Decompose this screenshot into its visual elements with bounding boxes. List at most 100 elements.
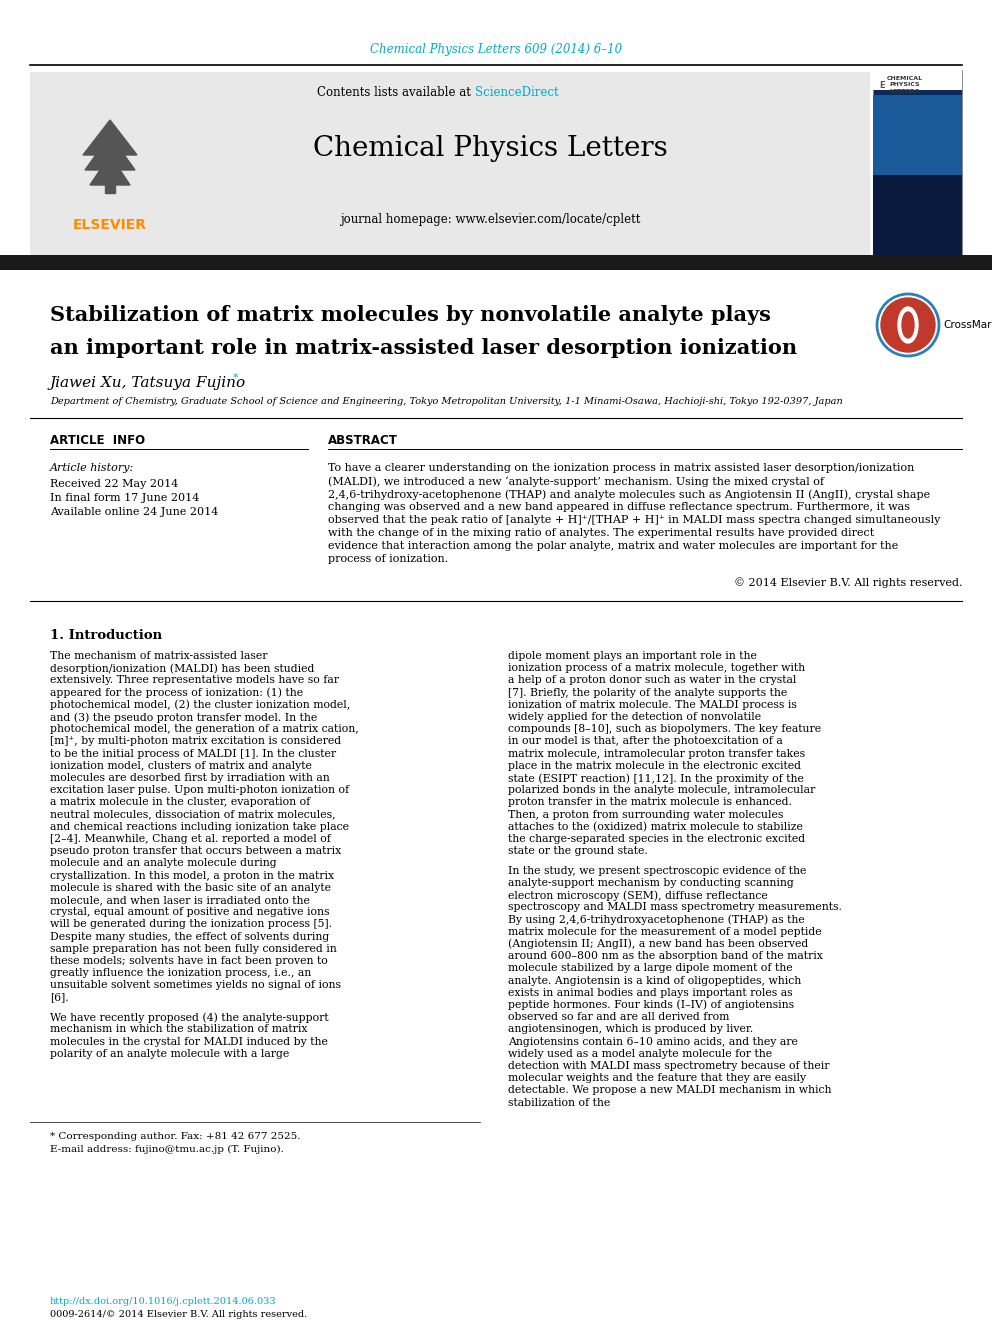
- Text: Chemical Physics Letters: Chemical Physics Letters: [312, 135, 668, 161]
- Text: The mechanism of matrix-assisted laser: The mechanism of matrix-assisted laser: [50, 651, 268, 662]
- Text: molecule and an analyte molecule during: molecule and an analyte molecule during: [50, 859, 277, 868]
- Text: By using 2,4,6-trihydroxyacetophenone (THAP) as the: By using 2,4,6-trihydroxyacetophenone (T…: [508, 914, 805, 925]
- FancyBboxPatch shape: [873, 70, 962, 90]
- Text: exists in animal bodies and plays important roles as: exists in animal bodies and plays import…: [508, 988, 793, 998]
- Text: polarity of an analyte molecule with a large: polarity of an analyte molecule with a l…: [50, 1049, 290, 1058]
- Text: ionization model, clusters of matrix and analyte: ionization model, clusters of matrix and…: [50, 761, 311, 771]
- FancyBboxPatch shape: [873, 95, 962, 255]
- Text: a help of a proton donor such as water in the crystal: a help of a proton donor such as water i…: [508, 676, 797, 685]
- Text: electron microscopy (SEM), diffuse reflectance: electron microscopy (SEM), diffuse refle…: [508, 890, 768, 901]
- Text: and (3) the pseudo proton transfer model. In the: and (3) the pseudo proton transfer model…: [50, 712, 317, 722]
- Text: a matrix molecule in the cluster, evaporation of: a matrix molecule in the cluster, evapor…: [50, 798, 310, 807]
- Text: [7]. Briefly, the polarity of the analyte supports the: [7]. Briefly, the polarity of the analyt…: [508, 688, 788, 697]
- Text: state (ESIPT reaction) [11,12]. In the proximity of the: state (ESIPT reaction) [11,12]. In the p…: [508, 773, 804, 783]
- Text: polarized bonds in the analyte molecule, intramolecular: polarized bonds in the analyte molecule,…: [508, 785, 815, 795]
- Text: attaches to the (oxidized) matrix molecule to stabilize: attaches to the (oxidized) matrix molecu…: [508, 822, 803, 832]
- Polygon shape: [105, 180, 115, 193]
- Polygon shape: [85, 135, 135, 169]
- Text: will be generated during the ionization process [5].: will be generated during the ionization …: [50, 919, 332, 929]
- FancyBboxPatch shape: [30, 71, 870, 255]
- Text: evidence that interaction among the polar analyte, matrix and water molecules ar: evidence that interaction among the pola…: [328, 541, 898, 550]
- Ellipse shape: [898, 307, 918, 343]
- Text: (Angiotensin II; AngII), a new band has been observed: (Angiotensin II; AngII), a new band has …: [508, 939, 808, 950]
- Text: desorption/ionization (MALDI) has been studied: desorption/ionization (MALDI) has been s…: [50, 663, 314, 673]
- Text: the charge-separated species in the electronic excited: the charge-separated species in the elec…: [508, 833, 806, 844]
- Text: 1. Introduction: 1. Introduction: [50, 628, 162, 642]
- Text: angiotensinogen, which is produced by liver.: angiotensinogen, which is produced by li…: [508, 1024, 753, 1035]
- Polygon shape: [83, 120, 137, 155]
- Text: ARTICLE  INFO: ARTICLE INFO: [50, 434, 145, 446]
- Text: and chemical reactions including ionization take place: and chemical reactions including ionizat…: [50, 822, 349, 832]
- Text: molecule stabilized by a large dipole moment of the: molecule stabilized by a large dipole mo…: [508, 963, 793, 974]
- Text: molecules in the crystal for MALDI induced by the: molecules in the crystal for MALDI induc…: [50, 1036, 328, 1046]
- Text: mechanism in which the stabilization of matrix: mechanism in which the stabilization of …: [50, 1024, 308, 1035]
- Text: ELSEVIER: ELSEVIER: [73, 218, 147, 232]
- Text: E: E: [879, 81, 885, 90]
- Text: appeared for the process of ionization: (1) the: appeared for the process of ionization: …: [50, 688, 304, 699]
- Text: molecule is shared with the basic site of an analyte: molecule is shared with the basic site o…: [50, 882, 331, 893]
- FancyBboxPatch shape: [0, 255, 992, 270]
- Text: ionization process of a matrix molecule, together with: ionization process of a matrix molecule,…: [508, 663, 806, 673]
- Text: place in the matrix molecule in the electronic excited: place in the matrix molecule in the elec…: [508, 761, 801, 771]
- Text: molecules are desorbed first by irradiation with an: molecules are desorbed first by irradiat…: [50, 773, 329, 783]
- Text: analyte. Angiotensin is a kind of oligopeptides, which: analyte. Angiotensin is a kind of oligop…: [508, 975, 802, 986]
- Text: photochemical model, the generation of a matrix cation,: photochemical model, the generation of a…: [50, 724, 359, 734]
- FancyBboxPatch shape: [873, 70, 962, 255]
- Text: analyte-support mechanism by conducting scanning: analyte-support mechanism by conducting …: [508, 878, 794, 888]
- Text: these models; solvents have in fact been proven to: these models; solvents have in fact been…: [50, 957, 327, 966]
- Text: Article history:: Article history:: [50, 463, 134, 474]
- Text: In final form 17 June 2014: In final form 17 June 2014: [50, 493, 199, 503]
- Text: sample preparation has not been fully considered in: sample preparation has not been fully co…: [50, 943, 336, 954]
- Text: compounds [8–10], such as biopolymers. The key feature: compounds [8–10], such as biopolymers. T…: [508, 724, 821, 734]
- Text: [6].: [6].: [50, 992, 68, 1003]
- Text: CrossMark: CrossMark: [943, 320, 992, 329]
- Text: Angiotensins contain 6–10 amino acids, and they are: Angiotensins contain 6–10 amino acids, a…: [508, 1036, 798, 1046]
- Text: dipole moment plays an important role in the: dipole moment plays an important role in…: [508, 651, 757, 662]
- Text: with the change of in the mixing ratio of analytes. The experimental results hav: with the change of in the mixing ratio o…: [328, 528, 874, 538]
- Text: stabilization of the: stabilization of the: [508, 1098, 610, 1107]
- Text: to be the initial process of MALDI [1]. In the cluster: to be the initial process of MALDI [1]. …: [50, 749, 336, 758]
- Text: We have recently proposed (4) the analyte-support: We have recently proposed (4) the analyt…: [50, 1012, 328, 1023]
- Text: Available online 24 June 2014: Available online 24 June 2014: [50, 507, 218, 517]
- Text: changing was observed and a new band appeared in diffuse reflectance spectrum. F: changing was observed and a new band app…: [328, 501, 910, 512]
- Text: ScienceDirect: ScienceDirect: [475, 86, 558, 98]
- Text: Then, a proton from surrounding water molecules: Then, a proton from surrounding water mo…: [508, 810, 784, 820]
- Circle shape: [881, 298, 935, 352]
- Text: journal homepage: www.elsevier.com/locate/cplett: journal homepage: www.elsevier.com/locat…: [340, 213, 640, 226]
- Text: [m]⁺, by multi-photon matrix excitation is considered: [m]⁺, by multi-photon matrix excitation …: [50, 737, 341, 746]
- Text: * Corresponding author. Fax: +81 42 677 2525.: * Corresponding author. Fax: +81 42 677 …: [50, 1131, 301, 1140]
- Text: [2–4]. Meanwhile, Chang et al. reported a model of: [2–4]. Meanwhile, Chang et al. reported …: [50, 833, 331, 844]
- Text: 2,4,6-trihydroxy-acetophenone (THAP) and analyte molecules such as Angiotensin I: 2,4,6-trihydroxy-acetophenone (THAP) and…: [328, 490, 930, 500]
- Text: ABSTRACT: ABSTRACT: [328, 434, 398, 446]
- Text: an important role in matrix-assisted laser desorption ionization: an important role in matrix-assisted las…: [50, 337, 798, 359]
- Text: Received 22 May 2014: Received 22 May 2014: [50, 479, 179, 490]
- Text: matrix molecule for the measurement of a model peptide: matrix molecule for the measurement of a…: [508, 926, 821, 937]
- Text: matrix molecule, intramolecular proton transfer takes: matrix molecule, intramolecular proton t…: [508, 749, 806, 758]
- Text: © 2014 Elsevier B.V. All rights reserved.: © 2014 Elsevier B.V. All rights reserved…: [733, 577, 962, 587]
- Text: Contents lists available at: Contents lists available at: [317, 86, 475, 98]
- Text: http://dx.doi.org/10.1016/j.cplett.2014.06.033: http://dx.doi.org/10.1016/j.cplett.2014.…: [50, 1297, 277, 1306]
- Text: (MALDI), we introduced a new ‘analyte-support’ mechanism. Using the mixed crysta: (MALDI), we introduced a new ‘analyte-su…: [328, 476, 824, 487]
- Text: detectable. We propose a new MALDI mechanism in which: detectable. We propose a new MALDI mecha…: [508, 1085, 831, 1095]
- Text: Chemical Physics Letters 609 (2014) 6–10: Chemical Physics Letters 609 (2014) 6–10: [370, 44, 622, 57]
- Text: observed so far and are all derived from: observed so far and are all derived from: [508, 1012, 729, 1023]
- Text: crystal, equal amount of positive and negative ions: crystal, equal amount of positive and ne…: [50, 908, 329, 917]
- Text: To have a clearer understanding on the ionization process in matrix assisted las: To have a clearer understanding on the i…: [328, 463, 915, 474]
- Text: state or the ground state.: state or the ground state.: [508, 847, 648, 856]
- Text: widely used as a model analyte molecule for the: widely used as a model analyte molecule …: [508, 1049, 772, 1058]
- Text: neutral molecules, dissociation of matrix molecules,: neutral molecules, dissociation of matri…: [50, 810, 335, 820]
- Text: ionization of matrix molecule. The MALDI process is: ionization of matrix molecule. The MALDI…: [508, 700, 797, 710]
- Text: process of ionization.: process of ionization.: [328, 554, 448, 564]
- Text: in our model is that, after the photoexcitation of a: in our model is that, after the photoexc…: [508, 737, 783, 746]
- Text: greatly influence the ionization process, i.e., an: greatly influence the ionization process…: [50, 968, 311, 978]
- Text: peptide hormones. Four kinds (I–IV) of angiotensins: peptide hormones. Four kinds (I–IV) of a…: [508, 1000, 795, 1011]
- Text: *: *: [233, 373, 239, 382]
- Text: observed that the peak ratio of [analyte + H]⁺/[THAP + H]⁺ in MALDI mass spectra: observed that the peak ratio of [analyte…: [328, 515, 940, 525]
- Text: Jiawei Xu, Tatsuya Fujino: Jiawei Xu, Tatsuya Fujino: [50, 376, 246, 390]
- Text: spectroscopy and MALDI mass spectrometry measurements.: spectroscopy and MALDI mass spectrometry…: [508, 902, 842, 913]
- Text: proton transfer in the matrix molecule is enhanced.: proton transfer in the matrix molecule i…: [508, 798, 792, 807]
- Ellipse shape: [902, 312, 914, 337]
- Text: Stabilization of matrix molecules by nonvolatile analyte plays: Stabilization of matrix molecules by non…: [50, 306, 771, 325]
- Text: 0009-2614/© 2014 Elsevier B.V. All rights reserved.: 0009-2614/© 2014 Elsevier B.V. All right…: [50, 1310, 308, 1319]
- Text: photochemical model, (2) the cluster ionization model,: photochemical model, (2) the cluster ion…: [50, 700, 350, 710]
